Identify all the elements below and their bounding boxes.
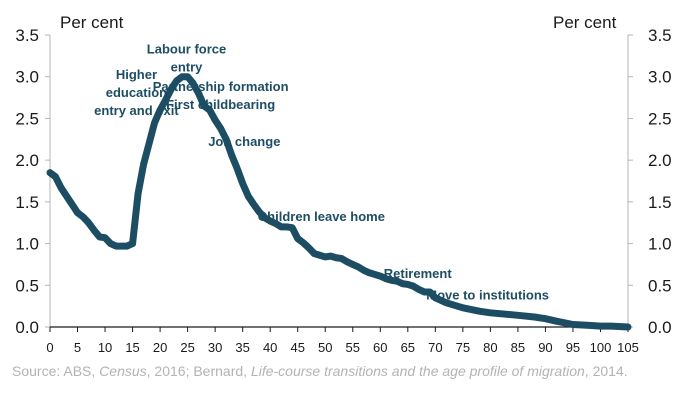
x-tick-label: 45 [290,340,304,355]
x-tick-label: 30 [208,340,222,355]
right-y-tick-label: 2.5 [648,109,672,128]
annotation-label: education [106,85,167,100]
annotation-label: Children leave home [258,209,385,224]
tick-labels: 0.0 0.0 0.5 0.5 1.0 1.0 1.5 1.5 2.0 2.0 2.5 2.5 3.0 3… [15,26,671,355]
source-text-3: , 2014. [584,363,628,379]
x-tick-label: 60 [373,340,387,355]
source-note: Source: ABS, Census, 2016; Bernard, Life… [12,361,652,381]
right-y-tick-label: 0.5 [648,276,672,295]
x-tick-label: 100 [590,340,612,355]
annotation-label: Job change [208,134,280,149]
annotation-label: Move to institutions [426,287,549,302]
left-axis-unit-label: Per cent [60,13,124,32]
annotation-label: Partnership formation [153,79,289,94]
annotation-label: entry and exit [94,103,179,118]
x-tick-label: 80 [483,340,497,355]
x-tick-label: 5 [74,340,81,355]
x-tick-label: 90 [538,340,552,355]
x-tick-label: 0 [46,340,53,355]
annotation-label: First childbearing [166,97,275,112]
x-tick-label: 35 [235,340,249,355]
series-layer [46,73,632,331]
right-y-tick-label: 3.0 [648,68,672,87]
left-y-tick-label: 2.5 [15,109,39,128]
right-y-tick-label: 2.0 [648,151,672,170]
right-y-tick-label: 1.5 [648,193,672,212]
x-tick-label: 75 [456,340,470,355]
x-tick-label: 50 [318,340,332,355]
series-line [46,73,632,331]
right-y-tick-label: 0.0 [648,318,672,337]
x-tick-label: 25 [180,340,194,355]
x-tick-label: 40 [263,340,277,355]
source-text-2: , 2016; Bernard, [146,363,251,379]
x-tick-label: 55 [346,340,360,355]
x-tick-label: 85 [511,340,525,355]
left-y-tick-label: 2.0 [15,151,39,170]
left-y-tick-label: 0.0 [15,318,39,337]
x-tick-label: 70 [428,340,442,355]
annotation-label: entry [171,59,204,74]
x-tick-label: 95 [566,340,580,355]
source-title-bernard: Life-course transitions and the age prof… [250,363,585,379]
annotation-label: Retirement [384,266,453,281]
right-y-tick-label: 1.0 [648,235,672,254]
x-tick-label: 10 [98,340,112,355]
annotations: Higher education entry and exit Labour forc… [94,41,549,302]
x-tick-label: 15 [125,340,139,355]
chart-axes [45,34,633,332]
x-tick-label: 65 [401,340,415,355]
left-y-tick-label: 1.0 [15,235,39,254]
source-title-census: Census [99,363,147,379]
left-y-tick-label: 3.0 [15,68,39,87]
annotation-label: Labour force [147,41,226,56]
left-y-tick-label: 1.5 [15,193,39,212]
right-axis-unit-label: Per cent [553,13,617,32]
x-tick-label: 20 [153,340,167,355]
source-text-1: Source: ABS, [12,363,100,379]
right-y-tick-label: 3.5 [648,26,672,45]
annotation-label: Higher [116,67,157,82]
left-y-tick-label: 3.5 [15,26,39,45]
x-tick-label: 105 [617,340,639,355]
left-y-tick-label: 0.5 [15,276,39,295]
